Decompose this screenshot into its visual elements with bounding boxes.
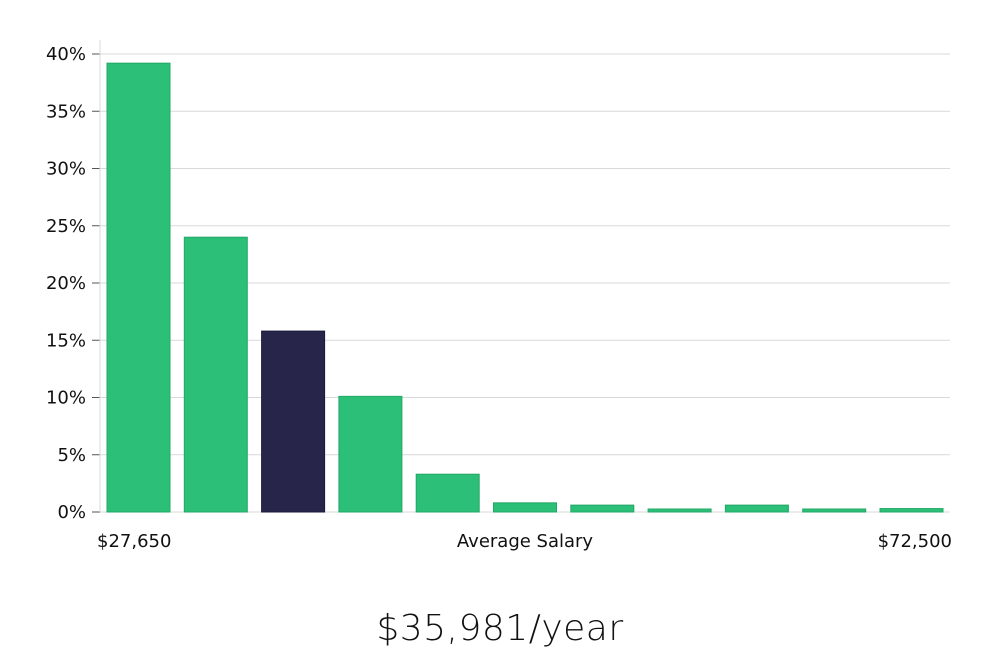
y-tick-label: 5% [57, 445, 86, 466]
bar [724, 504, 789, 513]
y-tick-label: 35% [46, 101, 86, 122]
y-tick-label: 0% [57, 502, 86, 523]
bar [338, 395, 403, 513]
x-min-label: $27,650 [97, 531, 171, 552]
bar [493, 502, 557, 513]
y-tick-label: 25% [46, 216, 86, 237]
bar-highlighted [261, 330, 326, 513]
bar [415, 473, 480, 513]
y-axis-ticks: 0% 5% 10% 15% 20% 25% 30% 35% 40% [46, 44, 100, 523]
bar [106, 62, 171, 513]
average-salary-value: $35,981/year [376, 608, 624, 649]
y-tick-label: 10% [46, 388, 86, 409]
bar [183, 236, 248, 513]
bar [647, 508, 712, 513]
bar [802, 508, 867, 513]
x-axis-title: Average Salary [457, 531, 594, 552]
y-tick-label: 20% [46, 273, 86, 294]
salary-histogram: 0% 5% 10% 15% 20% 25% 30% 35% 40% $27,650 Averag… [46, 40, 952, 552]
bars [106, 62, 944, 513]
bar [879, 508, 944, 513]
y-tick-label: 15% [46, 330, 86, 351]
x-max-label: $72,500 [878, 531, 952, 552]
bar [570, 504, 635, 513]
y-tick-label: 40% [46, 44, 86, 65]
y-tick-label: 30% [46, 159, 86, 180]
